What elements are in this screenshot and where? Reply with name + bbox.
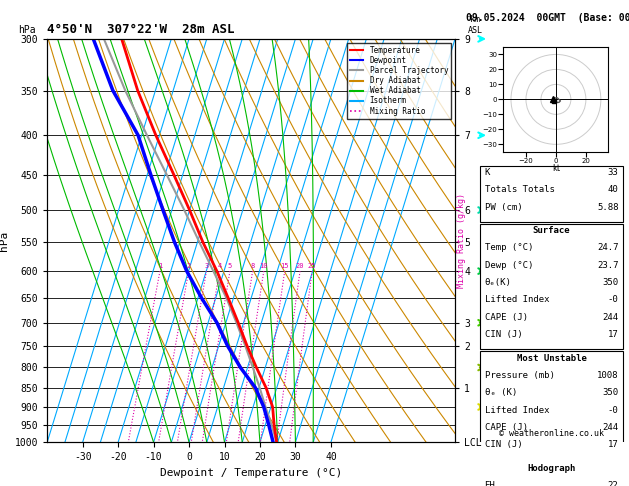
Y-axis label: hPa: hPa [0, 230, 9, 251]
Text: 25: 25 [308, 263, 316, 269]
Bar [480, 166, 623, 222]
Text: Pressure (mb): Pressure (mb) [484, 371, 554, 380]
Text: Mixing Ratio (g/kg): Mixing Ratio (g/kg) [457, 193, 466, 288]
Text: Dewp (°C): Dewp (°C) [484, 260, 533, 270]
Text: PW (cm): PW (cm) [484, 203, 522, 211]
Text: hPa: hPa [19, 25, 36, 35]
Text: 5: 5 [228, 263, 232, 269]
Text: -0: -0 [608, 295, 618, 304]
Text: 4: 4 [218, 263, 221, 269]
Text: CIN (J): CIN (J) [484, 330, 522, 339]
Text: 40: 40 [608, 185, 618, 194]
Text: 22: 22 [608, 481, 618, 486]
Bar [480, 351, 623, 460]
Text: 17: 17 [608, 330, 618, 339]
Text: Lifted Index: Lifted Index [484, 295, 549, 304]
Legend: Temperature, Dewpoint, Parcel Trajectory, Dry Adiabat, Wet Adiabat, Isotherm, Mi: Temperature, Dewpoint, Parcel Trajectory… [347, 43, 451, 119]
Text: © weatheronline.co.uk: © weatheronline.co.uk [499, 429, 604, 438]
Text: 350: 350 [603, 278, 618, 287]
Text: CAPE (J): CAPE (J) [484, 313, 528, 322]
Text: 244: 244 [603, 423, 618, 432]
Text: 09.05.2024  00GMT  (Base: 00): 09.05.2024 00GMT (Base: 00) [466, 13, 629, 23]
Text: Lifted Index: Lifted Index [484, 405, 549, 415]
Text: 4°50'N  307°22'W  28m ASL: 4°50'N 307°22'W 28m ASL [47, 23, 235, 36]
Text: 17: 17 [608, 440, 618, 449]
Text: 20: 20 [296, 263, 304, 269]
Text: 1008: 1008 [597, 371, 618, 380]
Text: CIN (J): CIN (J) [484, 440, 522, 449]
Text: Temp (°C): Temp (°C) [484, 243, 533, 252]
Text: Totals Totals: Totals Totals [484, 185, 554, 194]
Text: 2: 2 [187, 263, 191, 269]
Text: θₑ (K): θₑ (K) [484, 388, 517, 397]
Text: Hodograph: Hodograph [527, 464, 576, 473]
Text: 15: 15 [281, 263, 289, 269]
Text: 8: 8 [250, 263, 255, 269]
Text: 350: 350 [603, 388, 618, 397]
Text: Most Unstable: Most Unstable [516, 353, 586, 363]
Text: 23.7: 23.7 [597, 260, 618, 270]
Text: 24.7: 24.7 [597, 243, 618, 252]
Text: Surface: Surface [533, 226, 571, 235]
Text: km
ASL: km ASL [468, 16, 483, 35]
Bar [480, 224, 623, 349]
Bar [480, 462, 623, 486]
Text: EH: EH [484, 481, 495, 486]
X-axis label: kt: kt [552, 164, 560, 173]
Text: 33: 33 [608, 168, 618, 177]
Text: -0: -0 [608, 405, 618, 415]
Text: θₑ(K): θₑ(K) [484, 278, 511, 287]
Text: 244: 244 [603, 313, 618, 322]
X-axis label: Dewpoint / Temperature (°C): Dewpoint / Temperature (°C) [160, 468, 342, 478]
Text: CAPE (J): CAPE (J) [484, 423, 528, 432]
Text: 5.88: 5.88 [597, 203, 618, 211]
Text: 3: 3 [204, 263, 209, 269]
Text: 10: 10 [260, 263, 268, 269]
Text: 1: 1 [158, 263, 162, 269]
Text: K: K [484, 168, 490, 177]
